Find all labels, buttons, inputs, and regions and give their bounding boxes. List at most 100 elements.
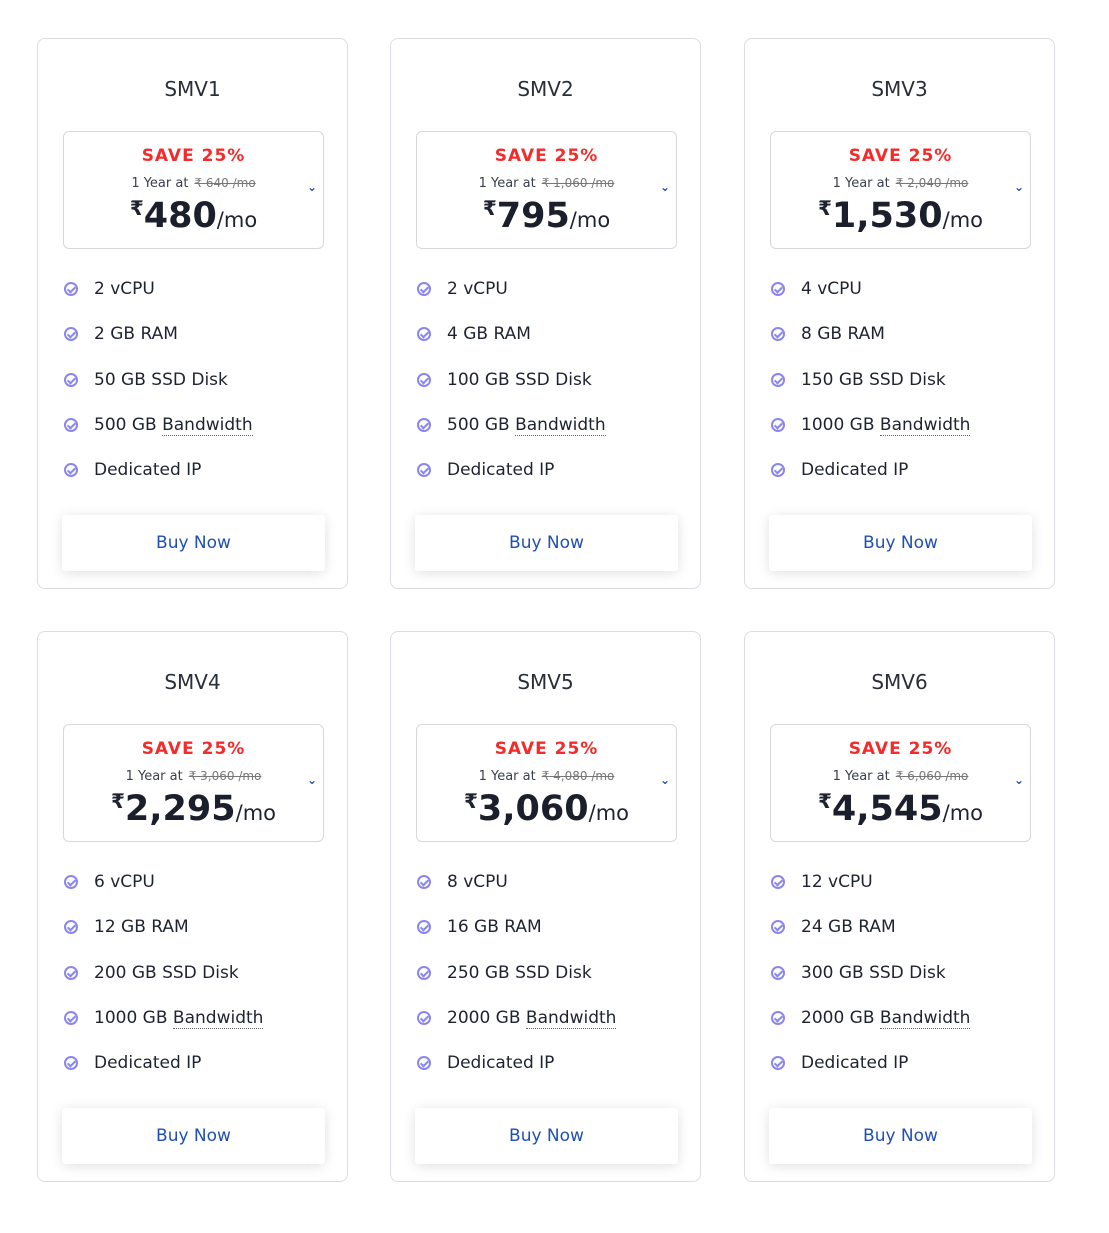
term-label: 1 Year at [832,769,890,784]
original-price: ₹ 3,060 /mo [188,769,262,783]
check-circle-icon [64,1056,78,1071]
feature-list: 8 vCPU 16 GB RAM 250 GB SSD Disk 2000 GB… [416,872,617,1098]
plan-card: SMV1 SAVE 25% 1 Year at ₹ 640 /mo ₹480/mo… [37,38,348,589]
original-price: ₹ 6,060 /mo [895,769,969,783]
check-circle-icon [771,920,785,935]
bandwidth-amount: 1000 GB [94,1007,168,1028]
chevron-down-icon[interactable]: ⌄ [1013,180,1024,194]
feature-item: Dedicated IP [770,1053,970,1098]
feature-item: 12 vCPU [770,872,970,917]
check-circle-icon [64,920,78,935]
plan-name: SMV6 [871,670,928,694]
buy-now-button[interactable]: Buy Now [62,1108,325,1164]
term-label: 1 Year at [478,769,536,784]
feature-item: 2 GB RAM [63,324,253,369]
buy-now-button[interactable]: Buy Now [415,515,678,571]
check-circle-icon [64,1010,78,1025]
original-price: ₹ 1,060 /mo [541,176,615,190]
term-label: 1 Year at [832,176,890,191]
price-period: /mo [569,208,611,232]
price-period: /mo [216,208,258,232]
chevron-down-icon[interactable]: ⌄ [306,180,317,194]
check-circle-icon [771,965,785,980]
feature-text: Dedicated IP [447,460,555,481]
feature-list: 2 vCPU 4 GB RAM 100 GB SSD Disk 500 GB B… [416,279,606,505]
price: ₹1,530/mo [771,196,1030,236]
feature-list: 2 vCPU 2 GB RAM 50 GB SSD Disk 500 GB Ba… [63,279,253,505]
plan-name: SMV2 [517,77,574,101]
billing-term: 1 Year at ₹ 3,060 /mo [64,769,323,784]
billing-selector[interactable]: SAVE 25% 1 Year at ₹ 2,040 /mo ₹1,530/mo … [770,131,1031,249]
price-amount: 1,530 [831,196,943,236]
price-amount: 4,545 [831,789,943,829]
bandwidth-tooltip[interactable]: Bandwidth [515,414,606,436]
feature-item: 4 GB RAM [416,324,606,369]
billing-selector[interactable]: SAVE 25% 1 Year at ₹ 6,060 /mo ₹4,545/mo … [770,724,1031,842]
check-circle-icon [64,875,78,889]
bandwidth-tooltip[interactable]: Bandwidth [525,1007,617,1029]
price-period: /mo [235,801,277,825]
feature-list: 4 vCPU 8 GB RAM 150 GB SSD Disk 1000 GB … [770,279,971,505]
currency-symbol: ₹ [463,789,478,813]
currency-symbol: ₹ [817,789,832,813]
bandwidth-tooltip[interactable]: Bandwidth [879,414,971,436]
feature-text: Dedicated IP [801,1053,909,1074]
feature-text: 6 vCPU [94,872,155,892]
bandwidth-amount: 2000 GB [801,1007,875,1028]
feature-item: 6 vCPU [63,872,263,917]
billing-selector[interactable]: SAVE 25% 1 Year at ₹ 4,080 /mo ₹3,060/mo … [416,724,677,842]
bandwidth-tooltip[interactable]: Bandwidth [879,1007,971,1029]
feature-item: 100 GB SSD Disk [416,370,606,415]
feature-list: 12 vCPU 24 GB RAM 300 GB SSD Disk 2000 G… [770,872,971,1098]
save-badge: SAVE 25% [848,739,953,759]
save-badge: SAVE 25% [141,146,246,166]
check-circle-icon [417,1056,431,1071]
buy-now-button[interactable]: Buy Now [62,515,325,571]
billing-term: 1 Year at ₹ 1,060 /mo [417,176,676,191]
price-amount: 2,295 [124,789,236,829]
save-badge: SAVE 25% [141,739,246,759]
feature-item: 50 GB SSD Disk [63,370,253,415]
feature-item: 200 GB SSD Disk [63,963,263,1008]
bandwidth-amount: 1000 GB [801,414,875,435]
price: ₹795/mo [417,196,676,236]
price-amount: 795 [496,196,570,236]
feature-item: 16 GB RAM [416,917,616,962]
check-circle-icon [417,327,431,342]
original-price: ₹ 4,080 /mo [541,769,615,783]
check-circle-icon [417,463,431,478]
price-amount: 480 [143,196,217,236]
feature-text: 12 vCPU [801,872,873,892]
save-badge: SAVE 25% [494,146,599,166]
buy-now-button[interactable]: Buy Now [769,1108,1032,1164]
billing-selector[interactable]: SAVE 25% 1 Year at ₹ 1,060 /mo ₹795/mo ⌄ [416,131,677,249]
feature-text: 2 vCPU [447,279,508,299]
term-label: 1 Year at [478,176,536,191]
buy-now-button[interactable]: Buy Now [415,1108,678,1164]
plan-name: SMV5 [517,670,574,694]
bandwidth-tooltip[interactable]: Bandwidth [162,414,253,436]
chevron-down-icon[interactable]: ⌄ [659,773,670,787]
chevron-down-icon[interactable]: ⌄ [659,180,670,194]
feature-item: 500 GB Bandwidth [416,415,606,460]
buy-now-button[interactable]: Buy Now [769,515,1032,571]
check-circle-icon [417,282,431,296]
check-circle-icon [64,372,78,387]
plan-card: SMV4 SAVE 25% 1 Year at ₹ 3,060 /mo ₹2,29… [37,631,348,1182]
feature-text: 12 GB RAM [94,917,189,938]
feature-text: 300 GB SSD Disk [801,962,946,983]
chevron-down-icon[interactable]: ⌄ [306,773,317,787]
check-circle-icon [771,417,785,432]
feature-item: 1000 GB Bandwidth [63,1007,264,1053]
billing-selector[interactable]: SAVE 25% 1 Year at ₹ 640 /mo ₹480/mo ⌄ [63,131,324,249]
plan-card: SMV3 SAVE 25% 1 Year at ₹ 2,040 /mo ₹1,53… [744,38,1055,589]
bandwidth-tooltip[interactable]: Bandwidth [172,1007,264,1029]
check-circle-icon [417,1010,431,1025]
feature-text: 250 GB SSD Disk [447,962,592,983]
chevron-down-icon[interactable]: ⌄ [1013,773,1024,787]
feature-item: 300 GB SSD Disk [770,963,970,1008]
feature-text: 150 GB SSD Disk [801,369,946,390]
billing-term: 1 Year at ₹ 4,080 /mo [417,769,676,784]
check-circle-icon [771,372,785,387]
billing-selector[interactable]: SAVE 25% 1 Year at ₹ 3,060 /mo ₹2,295/mo … [63,724,324,842]
